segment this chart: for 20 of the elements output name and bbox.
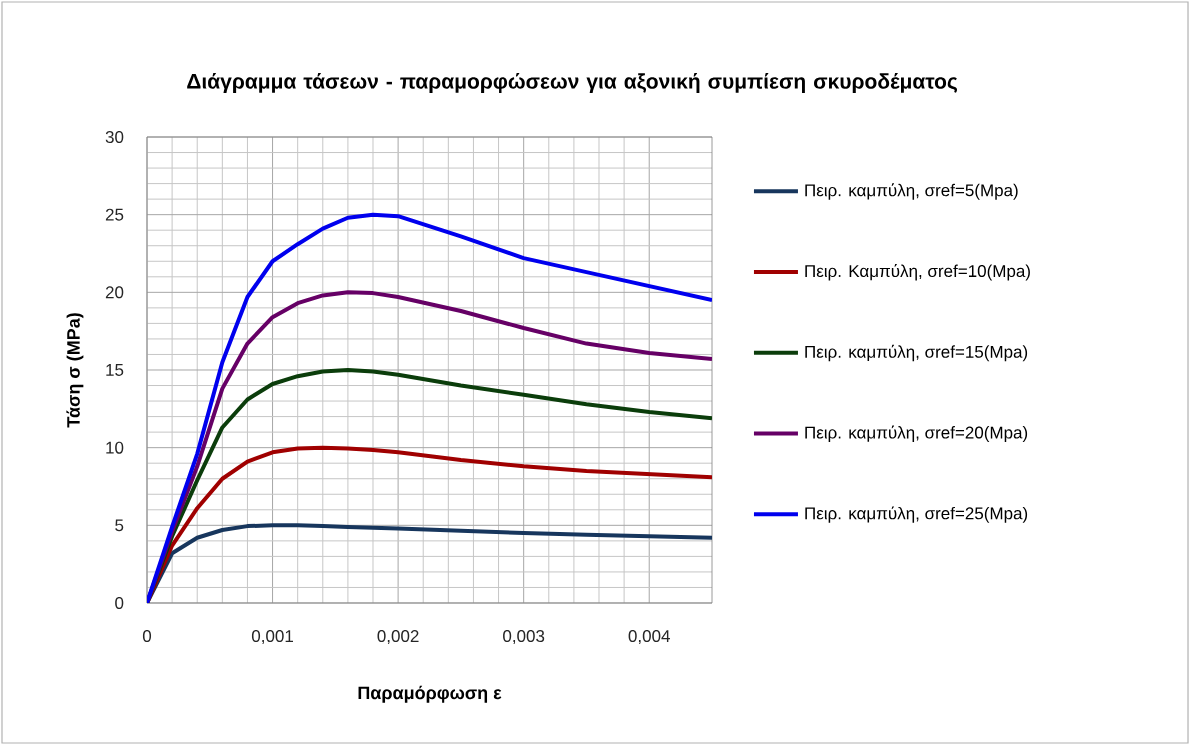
y-tick-label: 0 (115, 596, 124, 610)
x-tick-label: 0,004 (628, 630, 671, 645)
y-tick-label: 25 (105, 208, 124, 221)
y-tick-label: 20 (105, 286, 124, 299)
y-tick-label: 30 (105, 130, 124, 143)
legend-label: Πειρ. Καμπύλη, σref=10(Mpa) (805, 264, 1030, 281)
x-tick-label: 0 (142, 630, 152, 643)
legend-label: Πειρ. καμπύλη, σref=15(Mpa) (805, 344, 1028, 362)
legend-label: Πειρ. καμπύλη, σref=5(Mpa) (805, 183, 1018, 200)
x-axis-title: Παραμόρφωση ε (358, 685, 502, 703)
y-tick-label: 5 (115, 519, 124, 532)
x-tick-label: 0,003 (503, 630, 545, 645)
chart-title: Διάγραμμα τάσεων - παραμορφώσεων για αξονική συμπίεση σκυροδέματος (187, 73, 958, 93)
x-tick-label: 0,001 (251, 630, 293, 645)
y-tick-label: 15 (106, 364, 124, 376)
x-tick-label: 0,002 (377, 630, 419, 645)
legend-label: Πειρ. καμπύλη, σref=25(Mpa) (805, 506, 1028, 523)
y-axis-title: Τάση σ (MPa) (66, 313, 84, 428)
legend-label: Πειρ. καμπύλη, σref=20(Mpa) (805, 425, 1028, 442)
y-tick-label: 10 (106, 441, 124, 454)
